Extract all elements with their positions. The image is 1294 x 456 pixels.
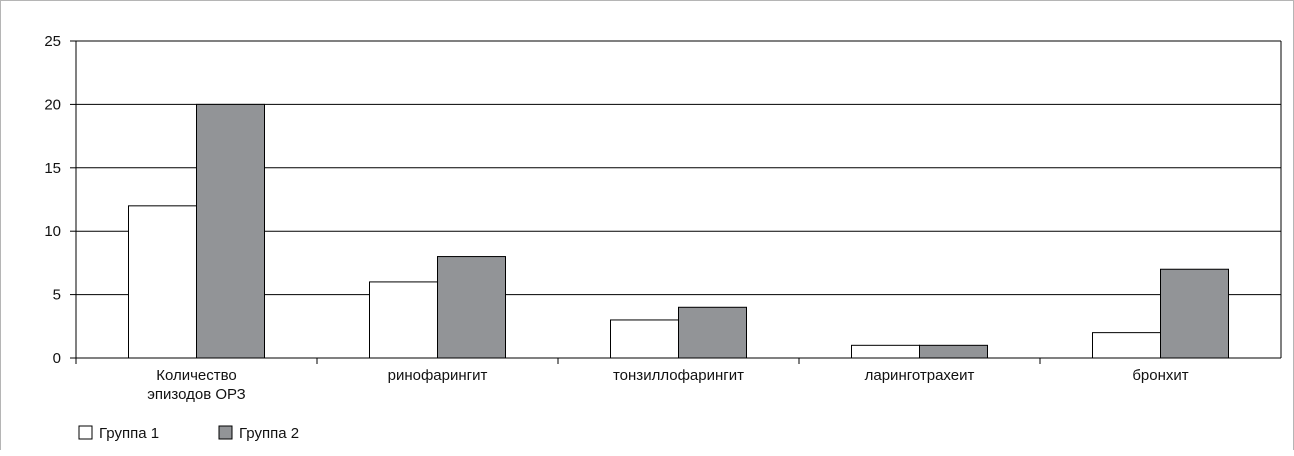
- legend-swatch-1: [78, 425, 93, 440]
- x-category-label: ринофарингит: [388, 367, 488, 384]
- y-tick-label: 5: [53, 287, 61, 304]
- bar-1-4: [1092, 332, 1161, 359]
- y-tick-label: 10: [44, 223, 61, 240]
- y-tick-label: 0: [53, 350, 61, 367]
- bar-2-2: [678, 306, 747, 359]
- y-tick-label: 20: [44, 96, 61, 113]
- x-category-label: тонзиллофарингит: [613, 367, 744, 384]
- x-category-labels: Количество эпизодов ОРЗ ринофарингит тонзил…: [147, 367, 1189, 403]
- x-category-label: Количество: [156, 367, 237, 384]
- y-tick-label: 15: [44, 160, 61, 177]
- bar-1-2: [610, 319, 679, 359]
- x-category-label: ларинготрахеит: [865, 367, 975, 384]
- legend-swatch-2: [218, 425, 233, 440]
- y-tick-label: 25: [44, 33, 61, 50]
- legend: Группа 1 Группа 2: [78, 425, 299, 442]
- legend-label: Группа 1: [99, 425, 159, 442]
- bar-2-3: [919, 344, 988, 359]
- bar-1-3: [851, 344, 920, 359]
- bar-2-0: [196, 103, 265, 359]
- bar-1-0: [128, 205, 197, 359]
- bar-2-1: [437, 256, 506, 359]
- axes: [70, 40, 1282, 364]
- bars: [128, 103, 1229, 359]
- legend-label: Группа 2: [239, 425, 299, 442]
- gridlines: [76, 40, 1281, 296]
- x-category-label: эпизодов ОРЗ: [147, 386, 246, 403]
- y-tick-labels: 0 5 10 15 20 25: [44, 33, 61, 367]
- bar-1-1: [369, 281, 438, 359]
- x-category-label: бронхит: [1132, 367, 1188, 384]
- bar-2-4: [1160, 268, 1229, 359]
